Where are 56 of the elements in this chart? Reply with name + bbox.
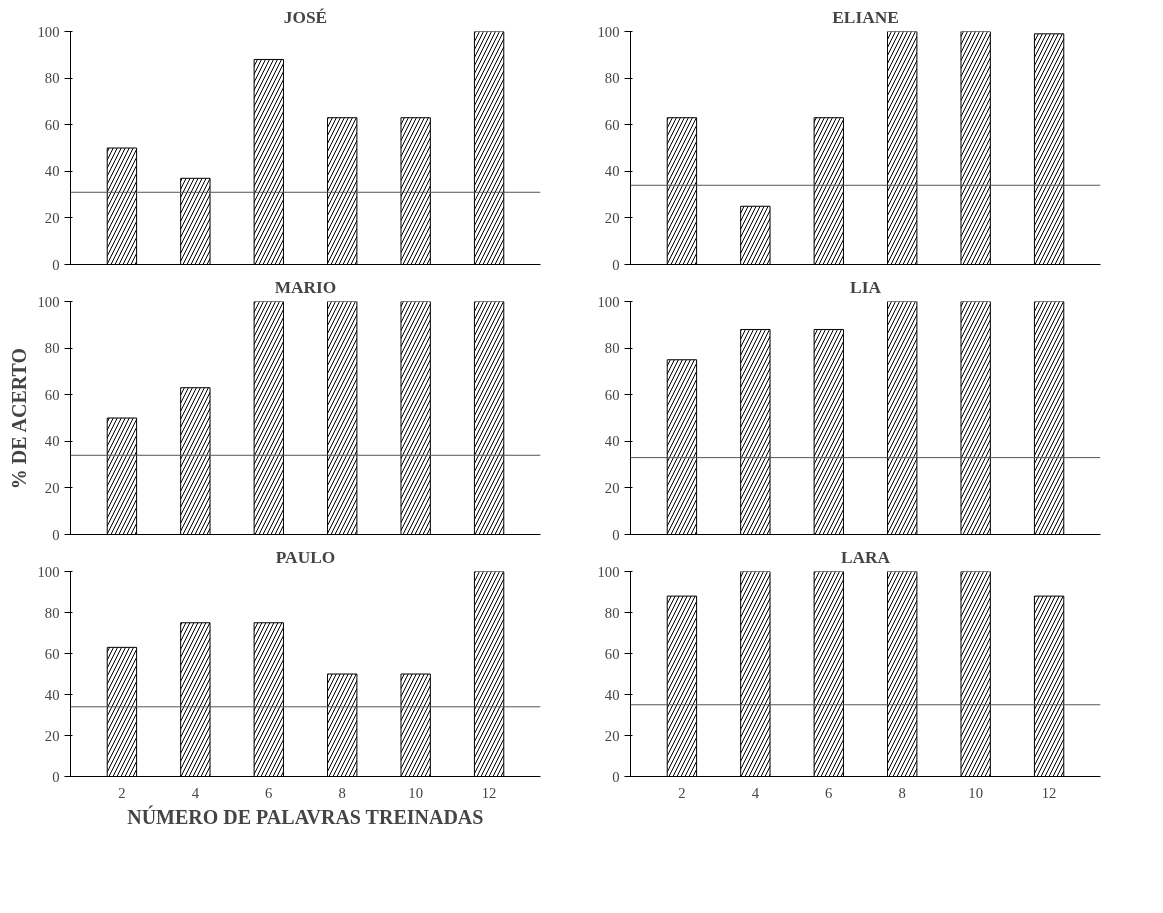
y-tick-label: 100	[37, 293, 60, 310]
y-tick-label: 60	[44, 645, 60, 662]
y-tick-label: 100	[37, 23, 60, 40]
y-tick-label: 0	[52, 256, 60, 273]
y-tick-label: 20	[604, 727, 620, 744]
chart-title: JOSÉ	[283, 7, 328, 27]
y-tick-label: 60	[604, 116, 620, 133]
y-tick-label: 80	[604, 340, 620, 357]
y-tick-label: 60	[44, 386, 60, 403]
x-tick-label: 12	[1041, 784, 1057, 801]
y-tick-label: 80	[604, 70, 620, 87]
y-tick-label: 100	[597, 293, 620, 310]
x-tick-label: 6	[265, 784, 273, 801]
x-tick-label: 2	[118, 784, 126, 801]
y-tick-label: 0	[52, 526, 60, 543]
y-tick-label: 20	[604, 479, 620, 496]
y-tick-label: 0	[612, 768, 620, 785]
y-tick-label: 20	[44, 727, 60, 744]
chart-title: MARIO	[274, 277, 337, 297]
chart-title: LARA	[840, 547, 891, 567]
x-tick-label: 4	[751, 784, 760, 801]
y-tick-label: 20	[604, 209, 620, 226]
y-tick-label: 40	[604, 686, 620, 703]
y-tick-label: 40	[604, 433, 620, 450]
y-tick-label: 0	[612, 526, 620, 543]
y-axis-title: % DE ACERTO	[7, 347, 30, 490]
y-tick-label: 80	[44, 340, 60, 357]
x-tick-label: 6	[825, 784, 833, 801]
chart-title: PAULO	[275, 547, 336, 567]
chart-title: LIA	[850, 277, 882, 297]
y-tick-label: 20	[44, 479, 60, 496]
x-tick-label: 10	[968, 784, 983, 801]
y-tick-label: 20	[44, 209, 60, 226]
x-axis-title: NÚMERO DE PALAVRAS TREINADAS	[127, 804, 484, 828]
y-tick-label: 100	[37, 563, 60, 580]
y-tick-label: 0	[52, 768, 60, 785]
y-tick-label: 80	[604, 604, 620, 621]
y-tick-label: 80	[44, 70, 60, 87]
y-tick-label: 40	[44, 686, 60, 703]
y-tick-label: 60	[44, 116, 60, 133]
y-tick-label: 40	[44, 433, 60, 450]
x-tick-label: 10	[408, 784, 423, 801]
x-tick-label: 8	[898, 784, 906, 801]
y-tick-label: 60	[604, 386, 620, 403]
y-tick-label: 100	[597, 563, 620, 580]
x-tick-label: 4	[191, 784, 200, 801]
y-tick-label: 100	[597, 23, 620, 40]
x-tick-label: 12	[481, 784, 497, 801]
x-tick-label: 8	[338, 784, 346, 801]
chart-title: ELIANE	[832, 7, 899, 27]
x-tick-label: 2	[678, 784, 686, 801]
y-tick-label: 0	[612, 256, 620, 273]
y-tick-label: 60	[604, 645, 620, 662]
y-tick-label: 40	[604, 163, 620, 180]
y-tick-label: 80	[44, 604, 60, 621]
y-tick-label: 40	[44, 163, 60, 180]
